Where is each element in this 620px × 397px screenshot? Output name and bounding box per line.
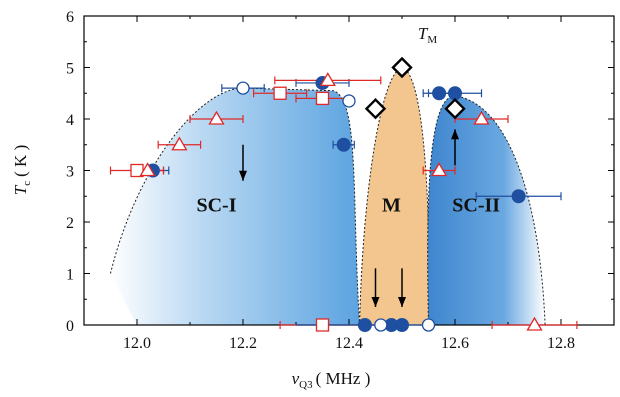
- open-circle-marker: [342, 94, 356, 108]
- plot-frame: 12.0 12.2 12.4 12.6 12.8 0 1 2 3 4 5 6: [66, 9, 615, 352]
- tm-annotation: TM: [418, 24, 437, 46]
- open-triangle-marker: [430, 162, 448, 177]
- sc1-boundary: [110, 87, 361, 326]
- x-tick-label: 12.0: [123, 335, 151, 352]
- x-tick-label: 12.8: [547, 335, 575, 352]
- m-region: [359, 67, 429, 325]
- phase-regions: [110, 66, 546, 326]
- arrow-head: [398, 296, 406, 307]
- open-circle-marker: [421, 318, 436, 332]
- x-tick-label: 12.6: [441, 335, 469, 352]
- arrow-head: [451, 129, 459, 140]
- annotation-arrows: [239, 129, 459, 307]
- region-label-m: M: [382, 195, 401, 217]
- open-diamond-marker: [364, 98, 387, 120]
- arrow-head: [371, 296, 380, 307]
- open-triangle-marker: [473, 110, 490, 125]
- filled-circle-marker: [511, 189, 526, 204]
- y-tick-label: 5: [66, 61, 74, 78]
- open-triangle-marker: [139, 162, 156, 177]
- region-label-sc2: SC-II: [452, 195, 500, 217]
- arrow-head: [239, 170, 247, 181]
- filled-circle-marker: [357, 318, 372, 332]
- y-tick-label: 4: [66, 112, 74, 129]
- y-tick-label: 2: [66, 215, 74, 232]
- sc1-region: [110, 88, 360, 325]
- open-circle-marker: [236, 81, 250, 95]
- data-points: [130, 56, 543, 332]
- y-axis-subscript: c: [21, 181, 33, 186]
- open-circle-marker: [374, 318, 388, 332]
- x-axis-symbol: ν: [292, 369, 300, 388]
- open-triangle-marker: [208, 110, 225, 125]
- region-labels: SC-I M SC-II: [196, 195, 500, 217]
- open-diamond-marker: [444, 98, 466, 120]
- tm-symbol: T: [418, 24, 429, 43]
- tm-subscript: M: [427, 34, 437, 46]
- y-axis-title: Tc ( K ): [11, 145, 33, 195]
- y-tick-label: 3: [66, 164, 74, 181]
- x-tick-label: 12.4: [335, 335, 363, 352]
- x-tick-label: 12.2: [229, 335, 257, 352]
- y-axis-symbol: T: [11, 184, 30, 195]
- filled-circle-marker: [336, 137, 351, 152]
- x-axis-title: νQ3( MHz ): [292, 369, 371, 391]
- filled-circle-marker: [448, 86, 462, 101]
- filled-circle-marker: [432, 86, 447, 101]
- open-triangle-marker: [171, 136, 188, 151]
- y-axis-unit: ( K ): [11, 145, 30, 177]
- open-square-marker: [315, 318, 330, 332]
- open-triangle-marker: [319, 72, 336, 87]
- open-triangle-marker: [526, 316, 543, 331]
- open-diamond-marker: [391, 56, 413, 79]
- open-square-marker: [273, 86, 287, 100]
- y-tick-label: 0: [66, 318, 74, 335]
- y-tick-label: 6: [66, 9, 74, 26]
- region-label-sc1: SC-I: [196, 195, 236, 217]
- y-tick-label: 1: [66, 267, 74, 284]
- x-axis-subscript: Q3: [299, 379, 313, 391]
- open-square-marker: [315, 91, 330, 106]
- x-axis-unit: ( MHz ): [316, 369, 371, 388]
- sc2-region: [427, 95, 546, 325]
- filled-circle-marker: [395, 318, 409, 332]
